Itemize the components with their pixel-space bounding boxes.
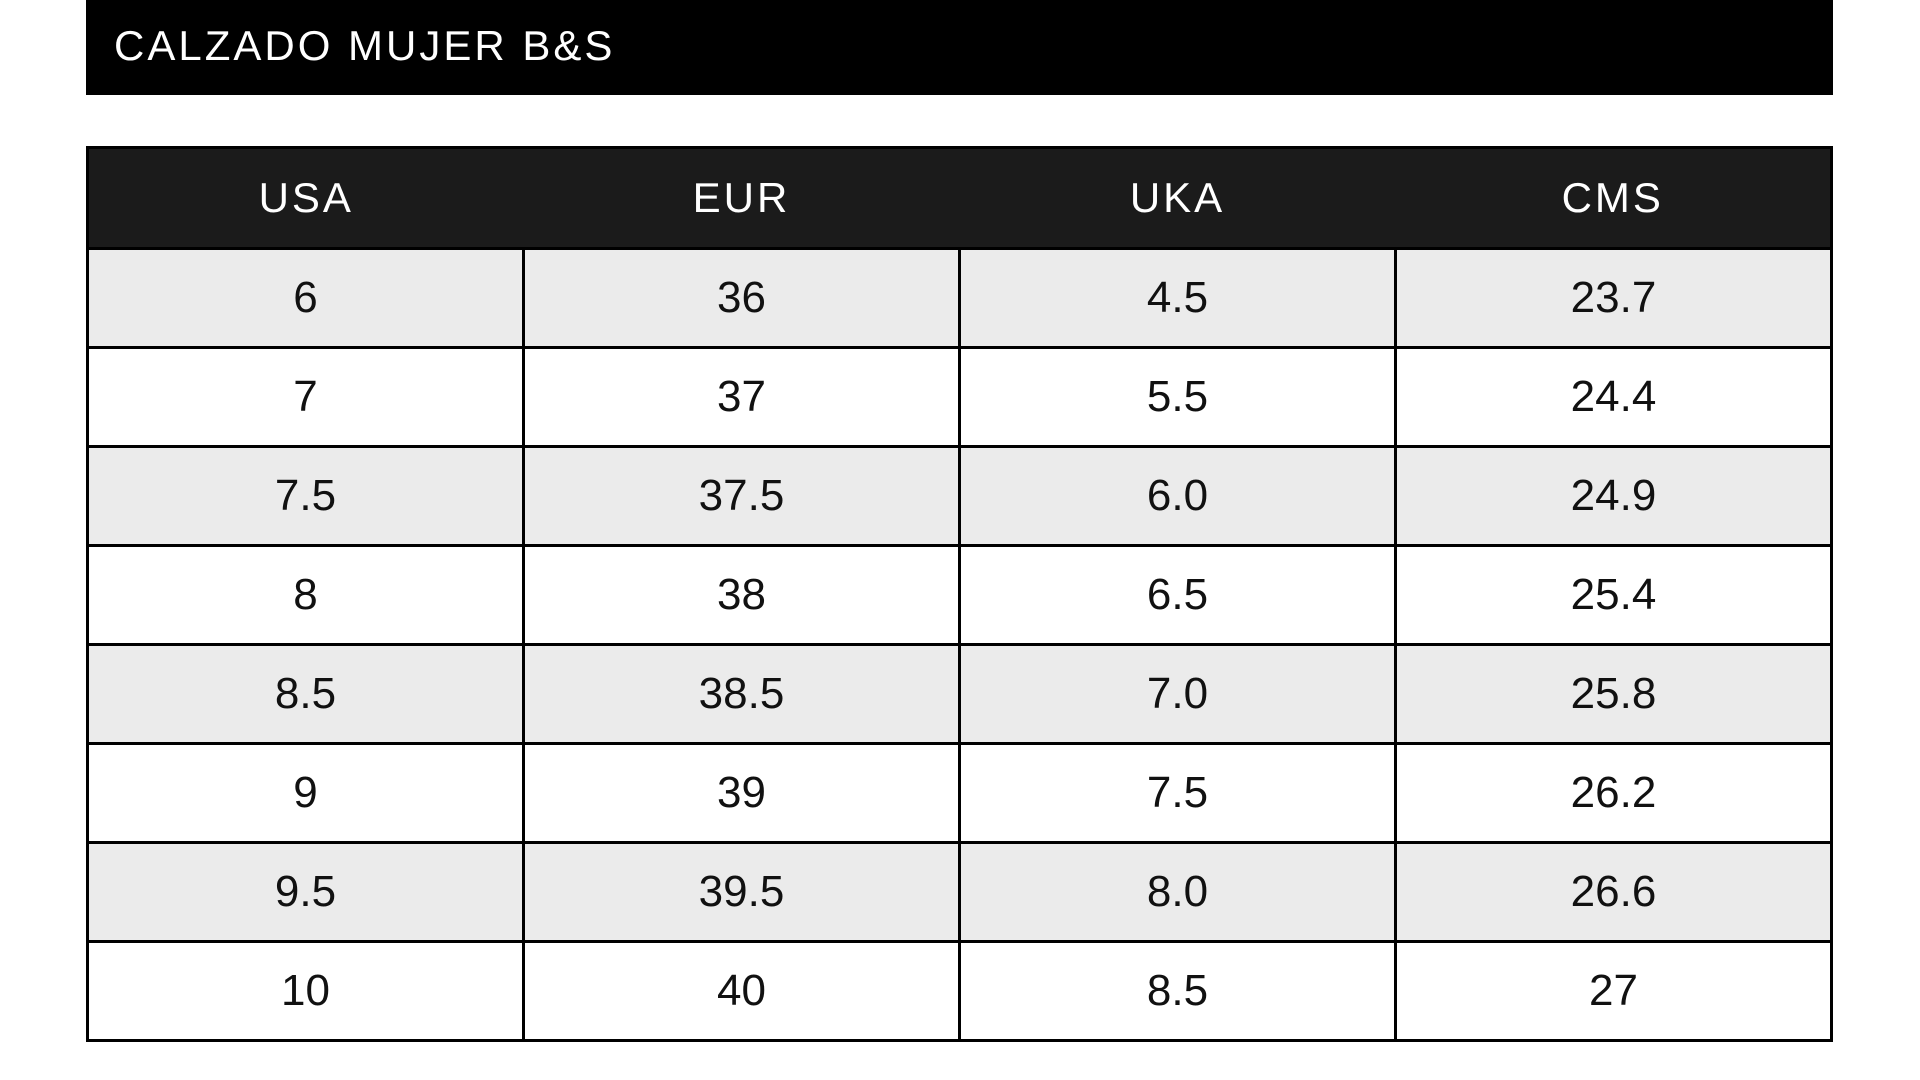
cell-cms: 26.6: [1394, 841, 1833, 943]
cell-cms: 23.7: [1394, 247, 1833, 349]
cell-usa: 7: [86, 346, 525, 448]
size-table: USA EUR UKA CMS 6 36 4.5 23.7 7 37 5.5 24.4 7.5 3…: [86, 146, 1833, 1042]
table-row: 9 39 7.5 26.2: [86, 742, 1833, 844]
header-cms: CMS: [1395, 147, 1832, 249]
cell-uka: 6.5: [958, 544, 1397, 646]
cell-usa: 7.5: [86, 445, 525, 547]
table-row: 7 37 5.5 24.4: [86, 346, 1833, 448]
cell-cms: 24.4: [1394, 346, 1833, 448]
cell-eur: 36: [522, 247, 961, 349]
header-usa: USA: [87, 147, 524, 249]
cell-usa: 10: [86, 940, 525, 1042]
table-row: 7.5 37.5 6.0 24.9: [86, 445, 1833, 547]
header-row: USA EUR UKA CMS: [87, 147, 1832, 249]
cell-cms: 26.2: [1394, 742, 1833, 844]
cell-eur: 37.5: [522, 445, 961, 547]
cell-uka: 7.5: [958, 742, 1397, 844]
page-title: CALZADO MUJER B&S: [114, 22, 616, 69]
cell-cms: 24.9: [1394, 445, 1833, 547]
cell-eur: 37: [522, 346, 961, 448]
cell-uka: 5.5: [958, 346, 1397, 448]
cell-cms: 25.8: [1394, 643, 1833, 745]
cell-uka: 7.0: [958, 643, 1397, 745]
cell-cms: 27: [1394, 940, 1833, 1042]
cell-eur: 40: [522, 940, 961, 1042]
header-uka: UKA: [959, 147, 1396, 249]
table-row: 8.5 38.5 7.0 25.8: [86, 643, 1833, 745]
cell-eur: 39: [522, 742, 961, 844]
cell-uka: 4.5: [958, 247, 1397, 349]
table-row: 10 40 8.5 27: [86, 940, 1833, 1042]
cell-eur: 38: [522, 544, 961, 646]
table-row: 6 36 4.5 23.7: [86, 247, 1833, 349]
header-eur: EUR: [523, 147, 960, 249]
cell-usa: 8.5: [86, 643, 525, 745]
cell-usa: 9: [86, 742, 525, 844]
cell-eur: 38.5: [522, 643, 961, 745]
cell-uka: 6.0: [958, 445, 1397, 547]
cell-uka: 8.0: [958, 841, 1397, 943]
cell-usa: 8: [86, 544, 525, 646]
cell-eur: 39.5: [522, 841, 961, 943]
cell-uka: 8.5: [958, 940, 1397, 1042]
cell-usa: 6: [86, 247, 525, 349]
table-row: 8 38 6.5 25.4: [86, 544, 1833, 646]
title-bar: CALZADO MUJER B&S: [86, 0, 1833, 95]
cell-cms: 25.4: [1394, 544, 1833, 646]
cell-usa: 9.5: [86, 841, 525, 943]
table-row: 9.5 39.5 8.0 26.6: [86, 841, 1833, 943]
